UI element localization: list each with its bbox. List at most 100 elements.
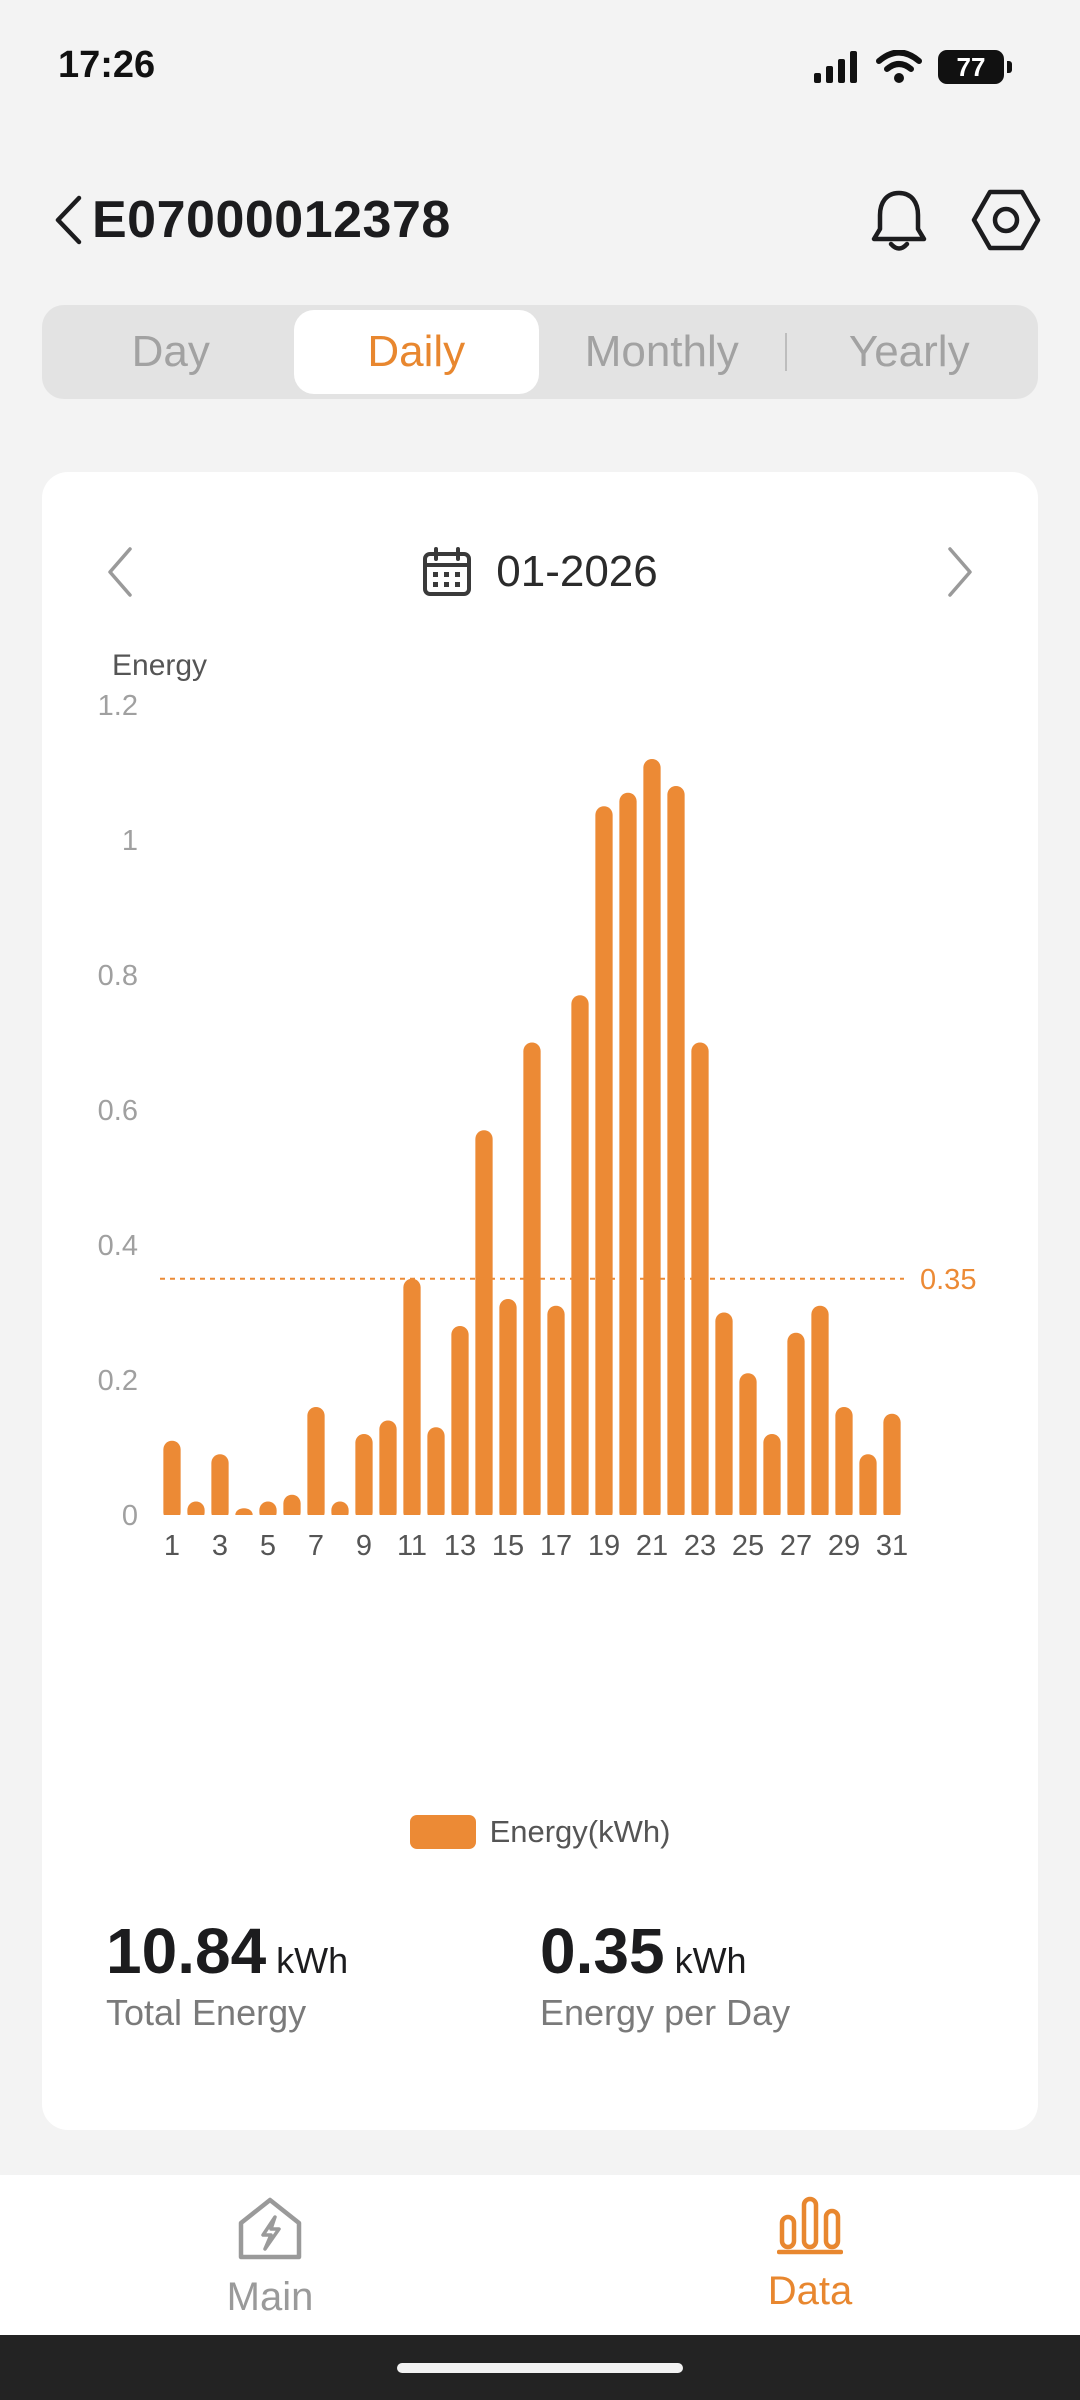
total-energy-value: 10.84 (106, 1915, 267, 1987)
energy-per-day-stat: 0.35 kWh Energy per Day (540, 1914, 790, 2034)
back-button[interactable] (44, 190, 92, 250)
total-energy-stat: 10.84 kWh Total Energy (106, 1914, 348, 2034)
tab-monthly[interactable]: Monthly (584, 327, 739, 376)
battery-icon: 77 (938, 50, 1012, 84)
bar (595, 806, 613, 1521)
bar (499, 1299, 517, 1521)
bar (787, 1332, 805, 1521)
y-tick-label: 0.6 (98, 1095, 138, 1127)
y-tick-label: 0.4 (98, 1230, 138, 1262)
bar (859, 1454, 877, 1521)
wifi-icon (876, 50, 922, 83)
home-bolt-icon (238, 2197, 302, 2260)
legend-swatch (409, 1815, 476, 1849)
home-indicator[interactable] (397, 2363, 683, 2373)
y-axis-title: Energy (112, 652, 207, 682)
bar (523, 1042, 541, 1521)
bar (379, 1420, 397, 1521)
x-tick-label: 19 (588, 1530, 620, 1562)
x-tick-label: 9 (356, 1530, 372, 1562)
calendar-icon (423, 547, 472, 596)
previous-period-button[interactable] (90, 540, 150, 604)
bar (643, 759, 661, 1521)
bar (835, 1407, 853, 1521)
bar (763, 1434, 781, 1521)
period-navigator: 01-2026 (42, 532, 1038, 612)
bar (571, 995, 589, 1521)
period-label: 01-2026 (496, 547, 658, 596)
bar (667, 786, 685, 1521)
bar (715, 1312, 733, 1521)
energy-per-day-unit: kWh (674, 1940, 747, 1981)
x-tick-label: 3 (212, 1530, 228, 1562)
chevron-right-icon (948, 547, 972, 597)
bar (691, 1042, 709, 1521)
average-reference-label: 0.35 (920, 1264, 976, 1296)
system-home-bar (0, 2335, 1080, 2400)
bar (811, 1305, 829, 1521)
bar (163, 1440, 181, 1521)
battery-level: 77 (956, 51, 986, 82)
tab-daily[interactable]: Daily (293, 310, 539, 394)
x-tick-label: 11 (397, 1530, 427, 1562)
bar (283, 1494, 301, 1521)
total-energy-label: Total Energy (106, 1992, 307, 2033)
tab-yearly[interactable]: Yearly (848, 327, 970, 376)
period-picker[interactable]: 01-2026 (42, 532, 1038, 612)
tab-day[interactable]: Day (131, 327, 210, 376)
nav-main[interactable]: Main (0, 2175, 540, 2335)
bar-chart-icon (777, 2196, 843, 2255)
bar (739, 1373, 757, 1521)
y-tick-label: 1.2 (98, 690, 138, 722)
x-tick-label: 29 (828, 1530, 860, 1562)
y-tick-label: 0 (122, 1500, 138, 1532)
legend-label: Energy(kWh) (489, 1814, 671, 1849)
bar (403, 1278, 421, 1521)
bar (211, 1454, 229, 1521)
x-tick-label: 5 (260, 1530, 276, 1562)
notifications-button[interactable] (866, 184, 932, 256)
y-tick-label: 0.8 (98, 960, 138, 992)
energy-per-day-value: 0.35 (540, 1915, 665, 1987)
settings-button[interactable] (970, 184, 1042, 256)
chart-legend[interactable]: Energy(kWh) (42, 1814, 1038, 1850)
bar (427, 1427, 445, 1521)
x-tick-label: 31 (876, 1530, 908, 1562)
nav-data-label: Data (767, 2269, 853, 2313)
next-period-button[interactable] (930, 540, 990, 604)
nav-data[interactable]: Data (540, 2175, 1080, 2335)
header: E07000012378 (0, 170, 1080, 270)
status-time: 17:26 (58, 44, 156, 86)
bar (547, 1305, 565, 1521)
bar (883, 1413, 901, 1521)
x-tick-label: 27 (780, 1530, 812, 1562)
bar (475, 1130, 493, 1521)
y-tick-label: 1 (122, 825, 138, 857)
period-tabs: Day Daily Monthly Yearly (42, 305, 1038, 399)
x-tick-label: 13 (444, 1530, 476, 1562)
x-tick-label: 17 (540, 1530, 572, 1562)
total-energy-unit: kWh (276, 1940, 349, 1981)
baseline-mask (156, 1515, 908, 1523)
bottom-navigation: Main Data (0, 2175, 1080, 2335)
settings-hexagon-icon (971, 189, 1041, 251)
page-title: E07000012378 (92, 191, 451, 249)
bar (307, 1407, 325, 1521)
status-bar: 17:26 77 (0, 0, 1080, 130)
energy-card: 01-2026 Energy 0 0.2 0.4 0.6 0.8 1 1.2 0.35 1 3 5 7 9… (42, 472, 1038, 2130)
signal-icon (814, 51, 857, 83)
x-tick-label: 7 (308, 1530, 324, 1562)
energy-per-day-label: Energy per Day (540, 1992, 791, 2033)
x-tick-label: 21 (636, 1530, 668, 1562)
energy-chart: Energy 0 0.2 0.4 0.6 0.8 1 1.2 0.35 1 3 5 7 9 11 13 15 17… (42, 652, 1038, 1702)
x-tick-label: 15 (492, 1530, 524, 1562)
x-tick-label: 23 (684, 1530, 716, 1562)
tab-divider (784, 333, 787, 371)
x-tick-label: 1 (164, 1530, 180, 1562)
x-tick-label: 25 (732, 1530, 764, 1562)
bar (619, 792, 637, 1521)
chevron-left-icon (108, 547, 132, 597)
bar (451, 1326, 469, 1521)
status-icons: 77 (814, 50, 1012, 84)
